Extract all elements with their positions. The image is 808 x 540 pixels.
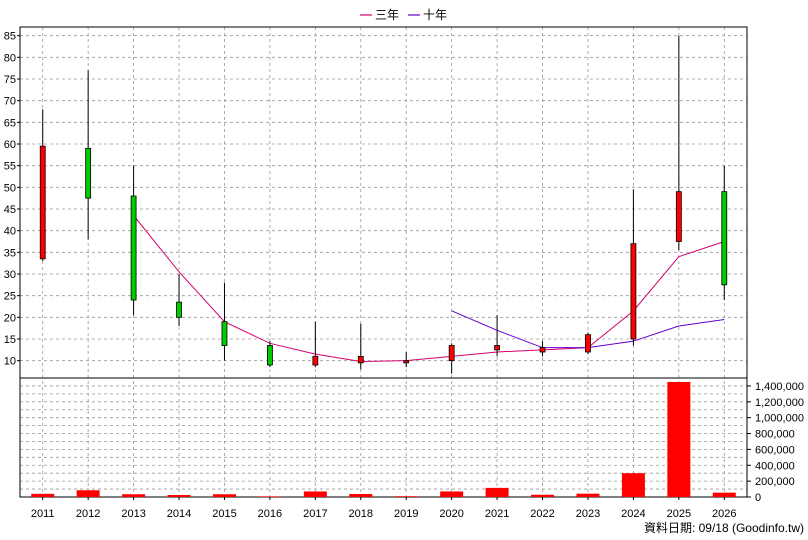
- candle-body: [494, 345, 500, 351]
- price-tick-label: 55: [4, 161, 16, 173]
- volume-bar: [485, 487, 509, 497]
- volume-tick-label: 1,000,000: [755, 413, 804, 425]
- price-frame: [19, 26, 748, 379]
- year-axis: 2011 2012 2013 2014 2015 2016 2017 2018 2019 2020…: [31, 497, 737, 520]
- price-tick-label: 65: [4, 117, 16, 129]
- volume-bar: [576, 493, 600, 497]
- price-tick-label: 60: [4, 139, 16, 151]
- candlesticks: [39, 35, 728, 374]
- volume-bar: [712, 492, 736, 497]
- legend-label-10yr: 十年: [423, 8, 447, 22]
- price-tick-label: 85: [4, 31, 16, 43]
- volume-bar: [440, 491, 464, 497]
- year-tick-label: 2020: [439, 508, 463, 520]
- volume-tick-label: 1,400,000: [755, 381, 804, 393]
- volume-bar: [621, 473, 645, 497]
- year-tick-label: 2014: [167, 508, 191, 520]
- year-tick-label: 2025: [667, 508, 691, 520]
- volume-tick-label: 200,000: [755, 476, 795, 488]
- candle-body: [675, 191, 682, 242]
- price-tick-label: 25: [4, 291, 16, 303]
- volume-axis: 0 200,000 400,000 600,000 800,000 1,000,000 1,…: [747, 381, 804, 504]
- year-tick-label: 2026: [712, 508, 736, 520]
- price-tick-label: 45: [4, 204, 16, 216]
- price-tick-label: 40: [4, 226, 16, 238]
- candle-body: [630, 243, 637, 340]
- candle-body: [85, 147, 92, 199]
- legend-label-3yr: 三年: [375, 8, 399, 22]
- year-tick-label: 2013: [121, 508, 145, 520]
- line-3yr: [133, 215, 725, 363]
- volume-tick-label: 1,200,000: [755, 397, 804, 409]
- legend: 三年 十年: [360, 8, 447, 22]
- year-tick-label: 2018: [349, 508, 373, 520]
- price-panel: [19, 26, 748, 379]
- volume-bar: [167, 495, 191, 497]
- candle-body: [221, 321, 228, 346]
- grid-lines: [20, 27, 747, 497]
- price-axis: 10 15 20 25 30 35 40 45 50 55 60 65 70 75 80 85: [4, 31, 20, 368]
- candle-body: [39, 145, 46, 260]
- year-tick-label: 2024: [621, 508, 645, 520]
- volume-bar: [667, 381, 691, 497]
- year-tick-label: 2015: [212, 508, 236, 520]
- year-tick-label: 2019: [394, 508, 418, 520]
- volume-bar: [531, 494, 555, 497]
- candle-body: [357, 355, 364, 364]
- volume-bar: [303, 491, 327, 497]
- candle-body: [403, 360, 410, 364]
- volume-bar: [394, 496, 418, 497]
- price-tick-label: 50: [4, 182, 16, 194]
- year-tick-label: 2011: [31, 508, 55, 520]
- candle-body: [721, 191, 728, 286]
- volume-tick-label: 600,000: [755, 444, 795, 456]
- candle-body: [585, 334, 591, 353]
- volume-bar: [258, 496, 282, 497]
- price-tick-label: 80: [4, 52, 16, 64]
- year-tick-label: 2012: [76, 508, 100, 520]
- year-tick-label: 2017: [303, 508, 327, 520]
- volume-bar: [31, 493, 55, 497]
- volume-panel: [19, 377, 748, 498]
- price-tick-label: 10: [4, 356, 16, 368]
- volume-bar: [76, 490, 100, 497]
- volume-bar: [212, 494, 236, 497]
- volume-frame: [19, 377, 748, 498]
- source-note: 資料日期: 09/18 (Goodinfo.tw): [644, 521, 804, 535]
- volume-bars: [31, 381, 736, 497]
- price-tick-label: 20: [4, 312, 16, 324]
- candle-body: [539, 347, 546, 353]
- volume-tick-label: 400,000: [755, 460, 795, 472]
- volume-tick-label: 0: [755, 492, 761, 504]
- price-tick-label: 30: [4, 269, 16, 281]
- volume-tick-label: 800,000: [755, 429, 795, 441]
- year-tick-label: 2023: [576, 508, 600, 520]
- candle-body: [312, 355, 319, 366]
- price-tick-label: 35: [4, 247, 16, 259]
- price-tick-label: 15: [4, 334, 16, 346]
- volume-bar: [122, 494, 146, 497]
- year-tick-label: 2021: [485, 508, 509, 520]
- candle-body: [130, 195, 137, 301]
- volume-bar: [349, 493, 373, 497]
- price-tick-label: 75: [4, 74, 16, 86]
- price-tick-label: 70: [4, 96, 16, 108]
- candle-body: [267, 345, 273, 366]
- year-tick-label: 2022: [530, 508, 554, 520]
- year-tick-label: 2016: [258, 508, 282, 520]
- candle-body: [448, 345, 455, 362]
- candle-body: [176, 301, 182, 318]
